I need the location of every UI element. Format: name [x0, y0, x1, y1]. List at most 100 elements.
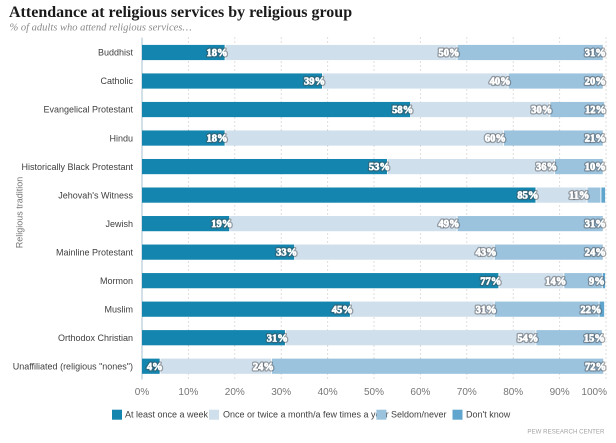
svg-text:24%: 24%: [585, 248, 606, 259]
svg-text:15%: 15%: [584, 333, 605, 344]
svg-text:Jehovah's Witness: Jehovah's Witness: [58, 190, 133, 200]
svg-text:30%: 30%: [531, 105, 552, 116]
svg-text:0%: 0%: [135, 387, 150, 398]
svg-text:Historically Black Protestant: Historically Black Protestant: [21, 162, 133, 172]
svg-text:49%: 49%: [439, 219, 460, 230]
svg-text:58%: 58%: [392, 105, 413, 116]
svg-text:72%: 72%: [585, 362, 606, 373]
svg-text:45%: 45%: [332, 305, 353, 316]
svg-text:36%: 36%: [536, 162, 557, 173]
svg-text:22%: 22%: [581, 305, 602, 316]
svg-text:40%: 40%: [490, 77, 511, 88]
svg-text:24%: 24%: [253, 362, 274, 373]
svg-text:85%: 85%: [517, 191, 538, 202]
svg-text:18%: 18%: [207, 134, 228, 145]
svg-text:18%: 18%: [207, 48, 228, 59]
svg-text:31%: 31%: [585, 219, 606, 230]
svg-text:33%: 33%: [276, 248, 297, 259]
svg-text:31%: 31%: [585, 48, 606, 59]
svg-text:53%: 53%: [369, 162, 390, 173]
svg-text:Hindu: Hindu: [109, 133, 133, 143]
svg-text:85%: 85%: [517, 191, 538, 202]
svg-text:54%: 54%: [517, 333, 538, 344]
svg-text:Buddhist: Buddhist: [98, 48, 134, 58]
svg-text:20%: 20%: [585, 77, 606, 88]
svg-text:At least once a week: At least once a week: [125, 410, 209, 420]
svg-text:18%: 18%: [207, 134, 228, 145]
svg-text:80%: 80%: [503, 387, 523, 398]
svg-text:15%: 15%: [584, 333, 605, 344]
svg-text:50%: 50%: [439, 48, 460, 59]
svg-text:50%: 50%: [364, 387, 384, 398]
svg-text:53%: 53%: [369, 162, 390, 173]
svg-text:12%: 12%: [585, 105, 606, 116]
svg-text:11%: 11%: [569, 191, 589, 202]
svg-text:Jewish: Jewish: [105, 219, 133, 229]
svg-text:21%: 21%: [585, 134, 606, 145]
svg-text:31%: 31%: [476, 305, 497, 316]
svg-text:Seldom/never: Seldom/never: [391, 410, 447, 420]
svg-text:4%: 4%: [147, 362, 163, 373]
svg-text:Orthodox Christian: Orthodox Christian: [58, 333, 133, 343]
svg-text:33%: 33%: [276, 248, 297, 259]
svg-text:20%: 20%: [225, 387, 245, 398]
svg-text:14%: 14%: [545, 276, 566, 287]
svg-text:36%: 36%: [536, 162, 557, 173]
svg-text:Religious tradition: Religious tradition: [15, 177, 25, 249]
svg-text:9%: 9%: [589, 276, 605, 287]
svg-text:43%: 43%: [476, 248, 497, 259]
svg-text:40%: 40%: [318, 387, 338, 398]
svg-text:4%: 4%: [147, 362, 163, 373]
svg-text:14%: 14%: [545, 276, 566, 287]
svg-text:100%: 100%: [581, 387, 607, 398]
svg-text:30%: 30%: [531, 105, 552, 116]
svg-text:24%: 24%: [253, 362, 274, 373]
svg-text:39%: 39%: [304, 77, 325, 88]
svg-text:31%: 31%: [267, 333, 288, 344]
svg-text:9%: 9%: [589, 276, 605, 287]
svg-text:30%: 30%: [271, 387, 291, 398]
svg-text:90%: 90%: [550, 387, 570, 398]
svg-text:31%: 31%: [476, 305, 497, 316]
svg-text:12%: 12%: [585, 105, 606, 116]
svg-text:60%: 60%: [485, 134, 506, 145]
svg-text:Evangelical Protestant: Evangelical Protestant: [43, 105, 133, 115]
svg-text:18%: 18%: [207, 48, 228, 59]
svg-text:45%: 45%: [332, 305, 353, 316]
svg-text:40%: 40%: [490, 77, 511, 88]
svg-text:31%: 31%: [585, 219, 606, 230]
svg-text:Unaffiliated (religious "nones: Unaffiliated (religious "nones"): [13, 361, 133, 371]
svg-text:77%: 77%: [480, 276, 501, 287]
svg-text:Mainline Protestant: Mainline Protestant: [56, 247, 134, 257]
svg-text:Once or twice a month/a few ti: Once or twice a month/a few times a year: [223, 410, 389, 420]
svg-text:31%: 31%: [585, 48, 606, 59]
svg-text:10%: 10%: [585, 162, 606, 173]
svg-text:31%: 31%: [267, 333, 288, 344]
svg-text:19%: 19%: [211, 219, 232, 230]
svg-text:Attendance at religious servic: Attendance at religious services by reli…: [9, 4, 352, 21]
svg-text:Muslim: Muslim: [105, 304, 134, 314]
svg-text:70%: 70%: [457, 387, 477, 398]
svg-text:43%: 43%: [476, 248, 497, 259]
svg-text:% of adults who attend religio: % of adults who attend religious service…: [10, 23, 192, 34]
svg-text:39%: 39%: [304, 77, 325, 88]
svg-text:50%: 50%: [439, 48, 460, 59]
svg-text:10%: 10%: [178, 387, 198, 398]
svg-text:60%: 60%: [410, 387, 430, 398]
svg-text:Mormon: Mormon: [100, 276, 133, 286]
svg-text:Don't know: Don't know: [466, 410, 511, 420]
svg-text:49%: 49%: [439, 219, 460, 230]
svg-text:11%: 11%: [569, 191, 589, 202]
svg-text:54%: 54%: [517, 333, 538, 344]
svg-text:77%: 77%: [480, 276, 501, 287]
svg-text:Catholic: Catholic: [100, 76, 133, 86]
svg-text:58%: 58%: [392, 105, 413, 116]
svg-text:22%: 22%: [581, 305, 602, 316]
svg-text:60%: 60%: [485, 134, 506, 145]
svg-text:19%: 19%: [211, 219, 232, 230]
svg-text:72%: 72%: [585, 362, 606, 373]
svg-text:20%: 20%: [585, 77, 606, 88]
svg-text:PEW RESEARCH CENTER: PEW RESEARCH CENTER: [527, 429, 605, 436]
svg-text:24%: 24%: [585, 248, 606, 259]
svg-text:10%: 10%: [585, 162, 606, 173]
